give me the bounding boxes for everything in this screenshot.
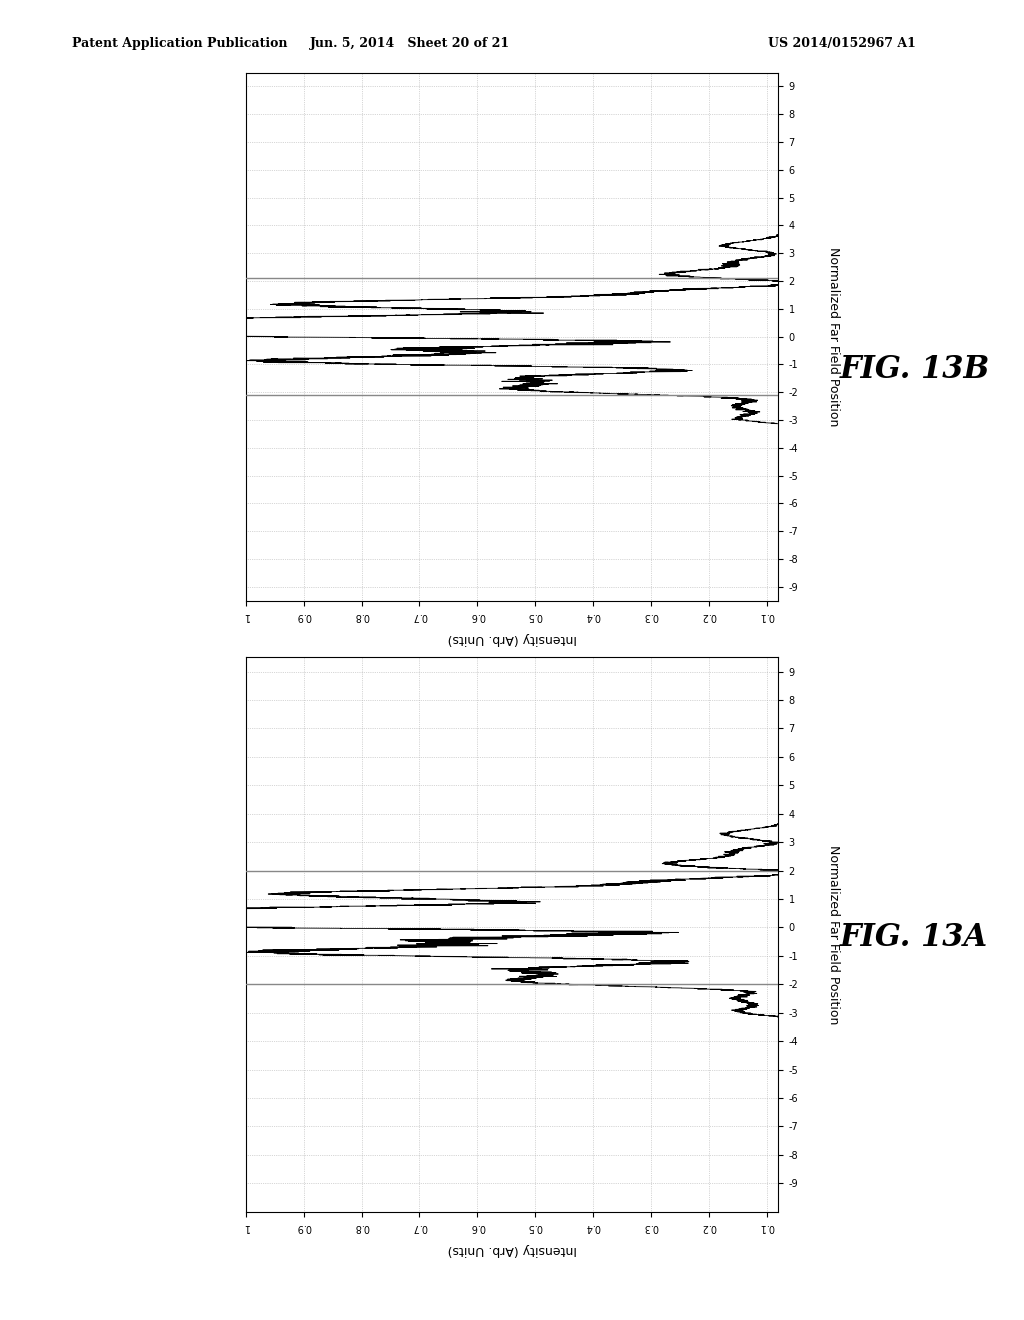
Text: FIG. 13A: FIG. 13A (840, 921, 988, 953)
Y-axis label: Normalized Far Field Position: Normalized Far Field Position (827, 845, 840, 1024)
Text: Jun. 5, 2014   Sheet 20 of 21: Jun. 5, 2014 Sheet 20 of 21 (309, 37, 510, 50)
Text: US 2014/0152967 A1: US 2014/0152967 A1 (768, 37, 915, 50)
X-axis label: Intensity (Arb. Units): Intensity (Arb. Units) (447, 632, 577, 645)
X-axis label: Intensity (Arb. Units): Intensity (Arb. Units) (447, 1243, 577, 1257)
Text: Patent Application Publication: Patent Application Publication (72, 37, 287, 50)
Text: FIG. 13B: FIG. 13B (840, 354, 990, 385)
Y-axis label: Normalized Far Field Position: Normalized Far Field Position (827, 247, 840, 426)
